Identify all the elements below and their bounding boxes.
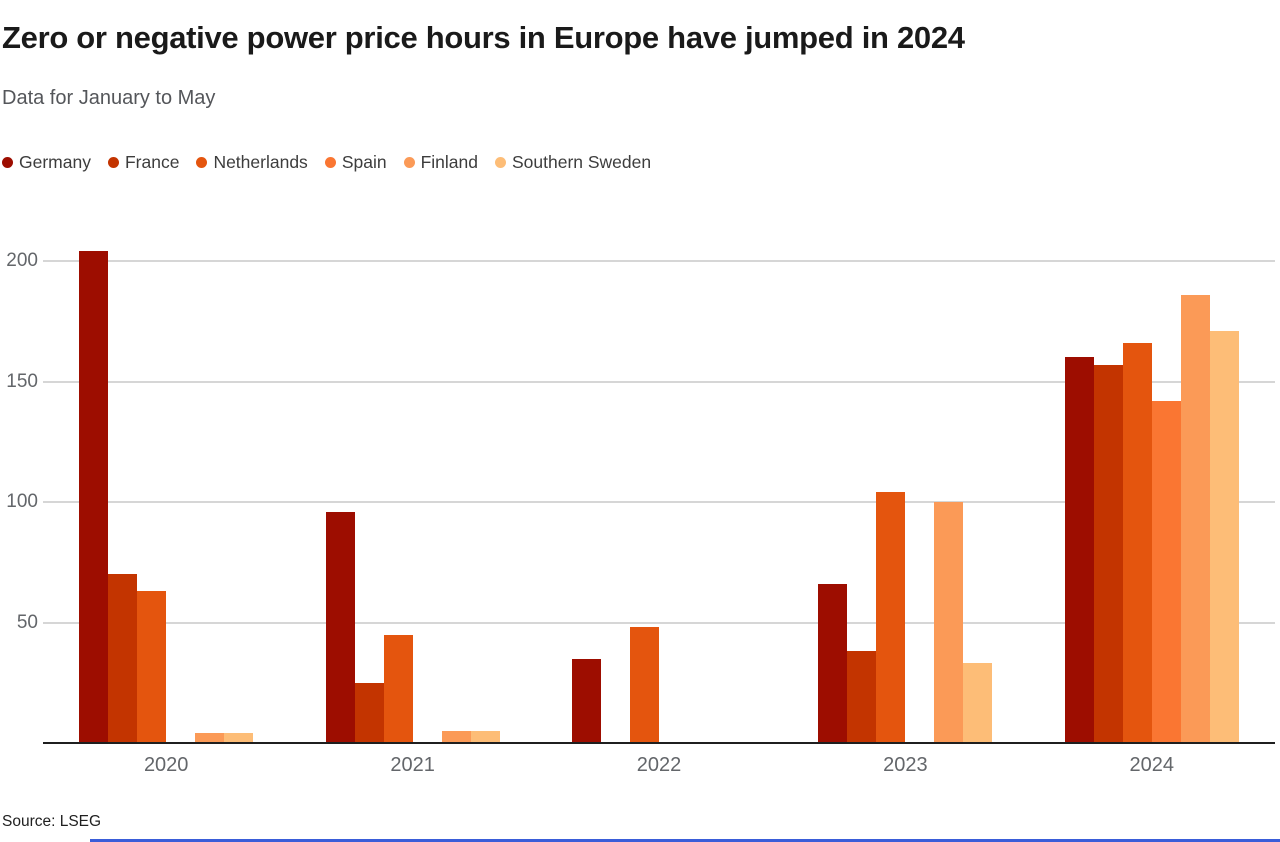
y-tick-label: 150 (6, 370, 38, 392)
bar-germany-2024 (1064, 357, 1094, 743)
x-axis-baseline (43, 742, 1275, 744)
bar-france-2023 (847, 651, 877, 743)
bar-france-2024 (1093, 364, 1123, 743)
legend-label: Netherlands (213, 152, 308, 172)
y-tick-label: 100 (6, 491, 38, 512)
legend-label: Southern Sweden (511, 152, 652, 172)
chart-subtitle: Data for January to May (2, 87, 216, 109)
bar-netherlands-2021 (383, 634, 413, 743)
bar-netherlands-2023 (876, 492, 906, 743)
y-tick-label: 50 (16, 611, 38, 633)
legend-dot-icon (494, 157, 506, 168)
legend-dot-icon (403, 157, 415, 168)
legend-item: France (107, 152, 180, 173)
x-tick-label: 2023 (883, 754, 928, 776)
legend-label: France (124, 152, 180, 172)
gridline (43, 501, 1275, 503)
legend-item: Finland (403, 152, 478, 173)
bottom-accent-bar (90, 839, 1280, 842)
x-tick-label: 2022 (636, 754, 682, 776)
x-tick-label: 2024 (1129, 754, 1175, 776)
gridline (43, 621, 1275, 624)
x-tick-label: 2021 (390, 754, 435, 776)
bar-germany-2020 (79, 251, 109, 743)
bar-germany-2022 (572, 658, 601, 743)
bar-netherlands-2022 (630, 627, 659, 743)
bar-southern-sweden-2024 (1209, 330, 1239, 743)
bar-southern-sweden-2021 (470, 730, 500, 743)
bar-finland-2023 (934, 502, 964, 743)
legend-item: Germany (2, 152, 91, 173)
gridline (43, 380, 1275, 383)
bar-finland-2024 (1180, 294, 1210, 743)
source-note: Source: LSEG (2, 813, 102, 830)
bar-spain-2024 (1151, 400, 1181, 743)
legend-item: Netherlands (196, 152, 308, 173)
bar-germany-2023 (818, 583, 848, 743)
legend-dot-icon (196, 157, 208, 168)
bar-netherlands-2020 (137, 591, 167, 743)
bar-france-2021 (354, 682, 384, 743)
legend-dot-icon (324, 157, 336, 168)
y-tick-label: 200 (6, 250, 38, 271)
bar-netherlands-2024 (1122, 342, 1152, 743)
legend-label: Spain (341, 152, 387, 172)
bar-finland-2020 (195, 733, 225, 743)
x-tick-label: 2020 (143, 754, 189, 776)
page-title: Zero or negative power price hours in Eu… (2, 20, 965, 55)
legend-item: Southern Sweden (494, 152, 652, 173)
legend: Germany France Netherlands Spain Finland Sout… (2, 152, 651, 173)
gridline (43, 260, 1275, 262)
bar-germany-2021 (325, 511, 355, 743)
legend-label: Finland (420, 152, 478, 172)
legend-dot-icon (2, 157, 13, 168)
bar-southern-sweden-2020 (224, 733, 254, 743)
legend-label: Germany (19, 152, 91, 172)
legend-item: Spain (324, 152, 387, 173)
bar-finland-2021 (441, 730, 471, 743)
bar-southern-sweden-2023 (963, 663, 993, 743)
bar-france-2020 (108, 574, 138, 743)
legend-dot-icon (107, 157, 119, 168)
